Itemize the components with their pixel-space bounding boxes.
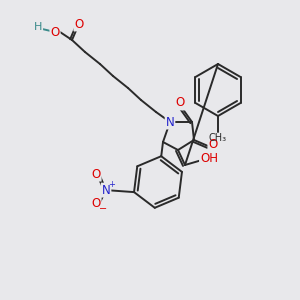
Text: −: − (99, 204, 107, 214)
Text: O: O (74, 17, 84, 31)
Text: O: O (92, 168, 101, 181)
Text: O: O (92, 196, 101, 210)
Text: O: O (208, 139, 217, 152)
Text: H: H (34, 22, 42, 32)
Text: O: O (176, 97, 184, 110)
Text: CH₃: CH₃ (209, 133, 227, 143)
Text: OH: OH (200, 152, 218, 164)
Text: O: O (50, 26, 60, 38)
Text: N: N (166, 116, 174, 128)
Text: N: N (102, 184, 110, 196)
Text: +: + (109, 180, 116, 189)
